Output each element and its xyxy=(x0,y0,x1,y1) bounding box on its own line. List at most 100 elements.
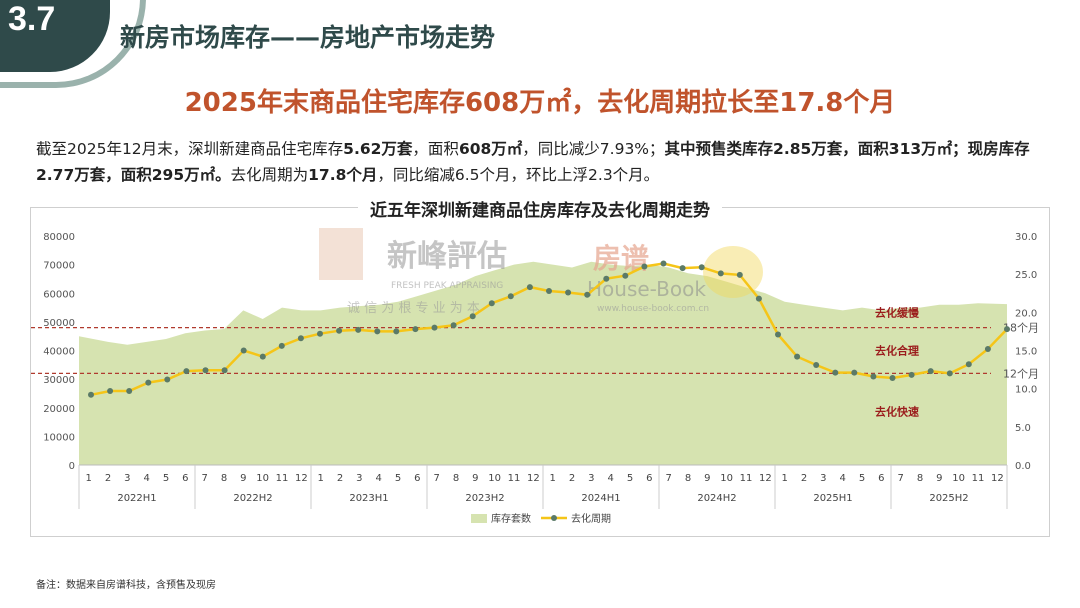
turnover-cycle-point xyxy=(736,271,743,278)
watermark-xinfeng-en: FRESH PEAK APPRAISING xyxy=(391,281,503,291)
chart-title-wrap: 近五年深圳新建商品住房库存及去化周期走势 xyxy=(0,196,1080,221)
turnover-cycle-point xyxy=(717,270,724,277)
inventory-area xyxy=(79,261,1007,465)
desc-bold: 608万㎡ xyxy=(458,140,523,158)
x-month-tick: 5 xyxy=(163,473,169,484)
x-month-tick: 11 xyxy=(276,473,289,484)
x-month-tick: 2 xyxy=(337,473,343,484)
turnover-cycle-point xyxy=(984,346,991,352)
turnover-cycle-point xyxy=(488,300,495,307)
y-left-tick: 80000 xyxy=(43,232,75,243)
turnover-cycle-point xyxy=(660,260,667,267)
y-right-tick: 25.0 xyxy=(1015,270,1037,281)
turnover-cycle-point xyxy=(183,368,190,375)
x-month-tick: 12 xyxy=(527,473,540,484)
turnover-cycle-point xyxy=(584,291,591,298)
y-right-tick: 30.0 xyxy=(1015,232,1037,243)
turnover-cycle-point xyxy=(145,379,152,386)
x-group-label: 2023H2 xyxy=(465,493,504,504)
xinfeng-logo-icon xyxy=(319,228,363,280)
desc-part: ，同比减少7.93%； xyxy=(522,140,665,158)
turnover-cycle-point xyxy=(946,370,953,377)
x-month-tick: 1 xyxy=(317,473,323,484)
y-right-tick: 5.0 xyxy=(1015,423,1031,434)
footnote: 备注：数据来自房谱科技，含预售及现房 xyxy=(36,580,216,591)
turnover-cycle-point xyxy=(202,367,209,374)
y-right-tick: 15.0 xyxy=(1015,347,1037,358)
y-left-tick: 70000 xyxy=(43,261,75,272)
x-month-tick: 12 xyxy=(759,473,772,484)
x-month-tick: 6 xyxy=(182,473,188,484)
x-month-tick: 3 xyxy=(820,473,826,484)
turnover-cycle-point xyxy=(546,288,552,294)
turnover-cycle-point xyxy=(965,361,972,368)
y-left-tick: 30000 xyxy=(43,375,75,386)
x-group-label: 2022H1 xyxy=(117,493,156,504)
turnover-cycle-point xyxy=(450,322,457,329)
x-month-tick: 2 xyxy=(569,473,575,484)
desc-part: ，面积 xyxy=(412,140,459,158)
desc-bold: 17.8个月 xyxy=(308,166,378,184)
mascot-bee-icon xyxy=(703,246,763,298)
chart-frame: 新峰評估 FRESH PEAK APPRAISING 诚 信 为 根 专 业 为 本… xyxy=(30,207,1050,537)
y-left-tick: 60000 xyxy=(43,289,75,300)
x-group-label: 2024H1 xyxy=(581,493,620,504)
x-month-tick: 4 xyxy=(375,473,381,484)
turnover-cycle-point xyxy=(641,263,648,270)
turnover-cycle-point xyxy=(259,353,266,360)
turnover-cycle-point xyxy=(1004,326,1010,333)
y-right-tick: 0.0 xyxy=(1015,461,1031,472)
turnover-cycle-point xyxy=(851,369,858,376)
turnover-cycle-point xyxy=(927,368,934,375)
reference-line-label: 18个月 xyxy=(1003,322,1039,335)
headline: 2025年末商品住宅库存608万㎡，去化周期拉长至17.8个月 xyxy=(184,88,896,118)
x-group-label: 2024H2 xyxy=(697,493,736,504)
x-month-tick: 11 xyxy=(740,473,753,484)
x-group-label: 2025H1 xyxy=(813,493,852,504)
legend-swatch-area xyxy=(471,514,487,523)
x-month-tick: 11 xyxy=(972,473,985,484)
turnover-cycle-point xyxy=(278,342,285,349)
legend-label-area: 库存套数 xyxy=(491,512,531,525)
x-month-tick: 6 xyxy=(878,473,884,484)
turnover-cycle-point xyxy=(355,326,362,333)
x-month-tick: 5 xyxy=(627,473,633,484)
x-month-tick: 4 xyxy=(143,473,149,484)
x-month-tick: 8 xyxy=(685,473,691,484)
x-month-tick: 5 xyxy=(395,473,401,484)
y-left-tick: 50000 xyxy=(43,318,75,329)
x-month-tick: 1 xyxy=(85,473,91,484)
x-month-tick: 7 xyxy=(665,473,671,484)
inventory-chart: 新峰評估 FRESH PEAK APPRAISING 诚 信 为 根 专 业 为 本… xyxy=(31,228,1039,525)
legend-swatch-marker xyxy=(551,515,557,521)
turnover-cycle-point xyxy=(88,391,94,398)
x-month-tick: 8 xyxy=(917,473,923,484)
turnover-cycle-point xyxy=(755,295,762,302)
x-month-tick: 10 xyxy=(488,473,501,484)
turnover-cycle-point xyxy=(164,376,171,383)
turnover-cycle-point xyxy=(794,353,801,360)
x-month-tick: 3 xyxy=(588,473,594,484)
x-month-tick: 2 xyxy=(801,473,807,484)
turnover-cycle-point xyxy=(469,313,476,320)
turnover-cycle-point xyxy=(622,272,629,279)
turnover-cycle-point xyxy=(507,293,514,300)
turnover-cycle-point xyxy=(431,324,438,331)
turnover-cycle-point xyxy=(565,289,572,296)
desc-bold: 其中预售类库存2.85万套，面积313万㎡；现房库存2.77万套，面积295万㎡… xyxy=(36,140,1030,184)
turnover-cycle-point xyxy=(603,275,610,282)
x-month-tick: 11 xyxy=(508,473,521,484)
x-month-tick: 10 xyxy=(256,473,269,484)
x-month-tick: 9 xyxy=(936,473,942,484)
x-month-tick: 12 xyxy=(295,473,308,484)
x-month-tick: 3 xyxy=(356,473,362,484)
zone-label: 去化合理 xyxy=(875,344,919,358)
x-month-tick: 12 xyxy=(991,473,1004,484)
turnover-cycle-point xyxy=(412,326,419,333)
x-month-tick: 7 xyxy=(897,473,903,484)
watermark-xinfeng-slogan: 诚 信 为 根 专 业 为 本 xyxy=(347,301,480,316)
y-left-tick: 10000 xyxy=(43,432,75,443)
x-month-tick: 10 xyxy=(720,473,733,484)
turnover-cycle-point xyxy=(393,328,400,335)
chart-title: 近五年深圳新建商品住房库存及去化周期走势 xyxy=(358,201,722,221)
